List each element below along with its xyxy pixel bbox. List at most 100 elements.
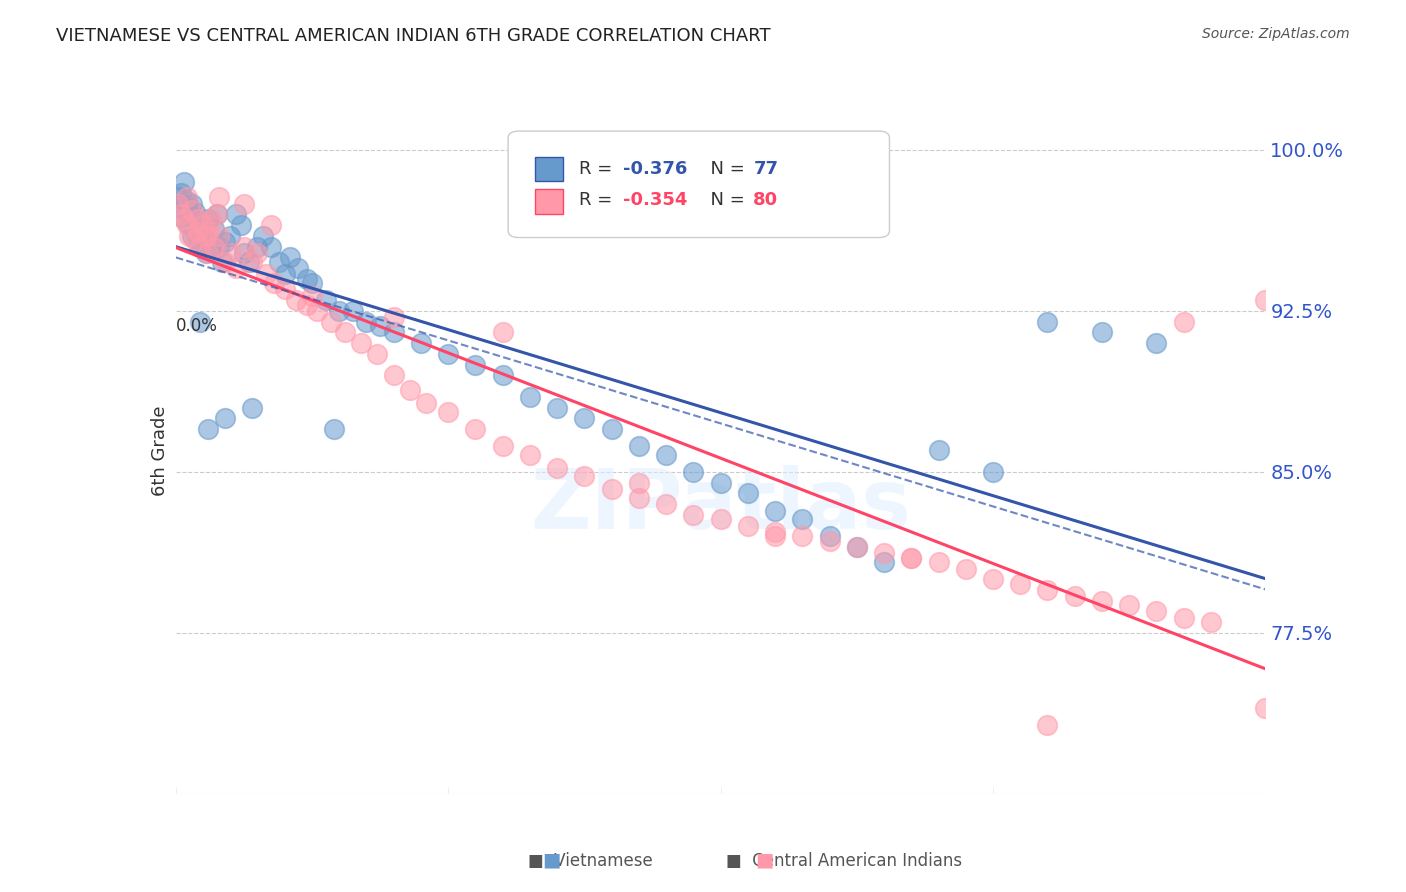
Point bbox=[194, 228, 217, 243]
Point bbox=[333, 326, 356, 340]
Point bbox=[181, 203, 204, 218]
Point bbox=[173, 175, 195, 189]
Point bbox=[252, 228, 274, 243]
Point bbox=[167, 190, 190, 204]
Point bbox=[287, 260, 309, 275]
Point bbox=[205, 207, 228, 221]
Point bbox=[845, 540, 868, 554]
Point bbox=[186, 225, 209, 239]
Point bbox=[170, 196, 193, 211]
Point bbox=[1144, 604, 1167, 618]
Point bbox=[284, 293, 307, 308]
Text: 77: 77 bbox=[754, 160, 779, 178]
Text: ■: ■ bbox=[755, 851, 775, 870]
Point bbox=[492, 439, 515, 453]
Point bbox=[342, 304, 364, 318]
Point bbox=[173, 203, 195, 218]
Point bbox=[415, 396, 437, 410]
FancyBboxPatch shape bbox=[536, 157, 562, 181]
Point bbox=[225, 207, 247, 221]
Point bbox=[1063, 590, 1085, 604]
Text: -0.354: -0.354 bbox=[623, 191, 688, 209]
Point bbox=[319, 315, 342, 329]
Point bbox=[928, 555, 950, 569]
Point bbox=[197, 211, 219, 226]
Text: VIETNAMESE VS CENTRAL AMERICAN INDIAN 6TH GRADE CORRELATION CHART: VIETNAMESE VS CENTRAL AMERICAN INDIAN 6T… bbox=[56, 27, 770, 45]
Point bbox=[186, 218, 209, 232]
Point bbox=[191, 218, 214, 232]
Point bbox=[382, 310, 405, 325]
Point bbox=[1118, 598, 1140, 612]
Point bbox=[301, 276, 323, 290]
Point bbox=[238, 254, 260, 268]
Point bbox=[167, 196, 190, 211]
Point bbox=[197, 246, 219, 260]
Point bbox=[792, 529, 814, 543]
Point bbox=[492, 368, 515, 383]
Point bbox=[202, 222, 225, 236]
Point bbox=[181, 196, 204, 211]
Point bbox=[194, 246, 217, 260]
FancyBboxPatch shape bbox=[536, 189, 562, 213]
Point bbox=[240, 254, 263, 268]
Point bbox=[546, 460, 568, 475]
Point bbox=[179, 228, 201, 243]
Point bbox=[176, 199, 198, 213]
Point bbox=[295, 271, 318, 285]
Point bbox=[184, 225, 207, 239]
Point bbox=[873, 546, 896, 560]
Point bbox=[574, 411, 596, 425]
Point bbox=[763, 524, 786, 539]
Point bbox=[1254, 293, 1277, 308]
Point bbox=[184, 233, 207, 247]
Point bbox=[981, 465, 1004, 479]
Point bbox=[260, 218, 283, 232]
Point bbox=[181, 211, 204, 226]
Text: Source: ZipAtlas.com: Source: ZipAtlas.com bbox=[1202, 27, 1350, 41]
Point bbox=[627, 439, 650, 453]
Point bbox=[231, 218, 253, 232]
Point bbox=[710, 512, 733, 526]
Point bbox=[1036, 582, 1059, 597]
Point bbox=[682, 465, 704, 479]
Point bbox=[200, 239, 222, 253]
Point bbox=[170, 207, 193, 221]
Point bbox=[214, 254, 236, 268]
Point bbox=[1036, 718, 1059, 732]
Point bbox=[191, 235, 214, 250]
Point bbox=[211, 254, 233, 268]
Point bbox=[792, 512, 814, 526]
Point bbox=[655, 448, 678, 462]
Point bbox=[232, 196, 254, 211]
Point bbox=[176, 218, 198, 232]
Point bbox=[188, 239, 211, 253]
Point bbox=[1010, 576, 1032, 591]
Point bbox=[574, 469, 596, 483]
Text: N =: N = bbox=[699, 191, 751, 209]
Point bbox=[366, 347, 388, 361]
Point bbox=[301, 289, 323, 303]
Point bbox=[845, 540, 868, 554]
Point bbox=[546, 401, 568, 415]
Point bbox=[181, 228, 204, 243]
Point bbox=[763, 503, 786, 517]
Point bbox=[519, 448, 541, 462]
Point bbox=[202, 239, 225, 253]
Point bbox=[179, 218, 201, 232]
Point bbox=[350, 336, 373, 351]
Point bbox=[232, 246, 254, 260]
Point bbox=[710, 475, 733, 490]
Point bbox=[191, 228, 214, 243]
Point bbox=[928, 443, 950, 458]
Point bbox=[315, 293, 337, 308]
Point bbox=[1199, 615, 1222, 629]
Point bbox=[368, 318, 391, 333]
Point bbox=[184, 205, 207, 219]
Point bbox=[519, 390, 541, 404]
Point bbox=[322, 422, 344, 436]
Point bbox=[682, 508, 704, 522]
Point bbox=[188, 315, 211, 329]
Point bbox=[219, 246, 242, 260]
Point bbox=[763, 529, 786, 543]
Point bbox=[208, 239, 231, 253]
